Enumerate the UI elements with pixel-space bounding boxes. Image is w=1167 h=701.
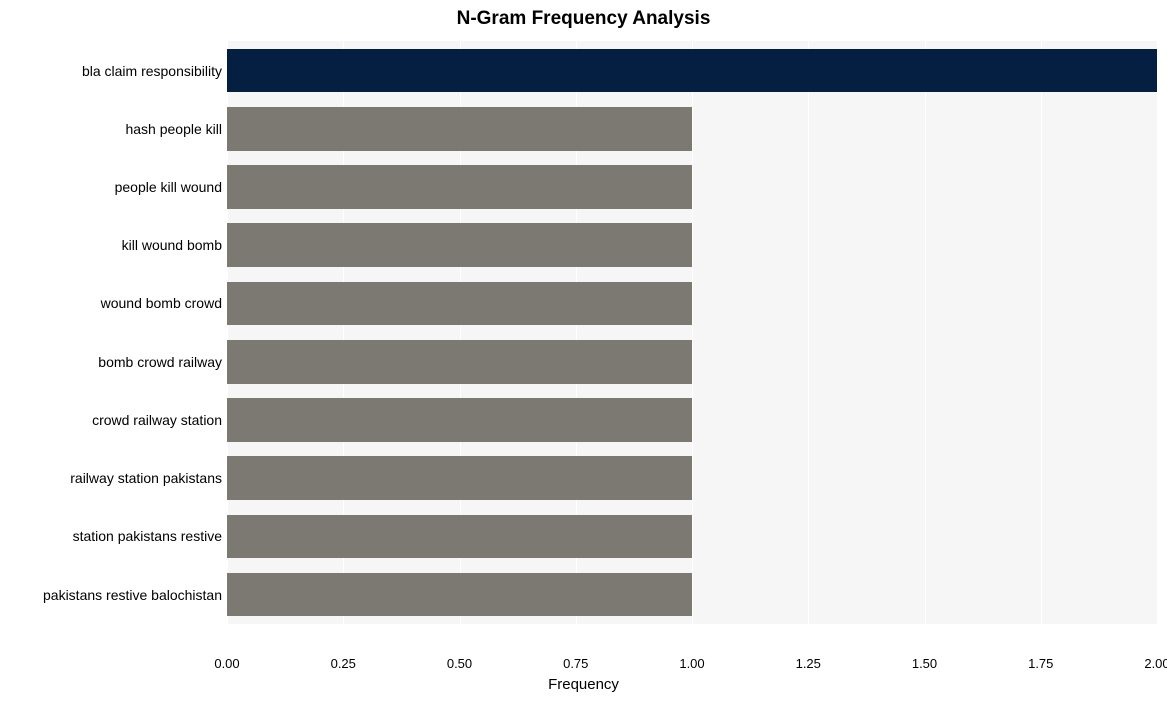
gridline-vertical — [1041, 35, 1042, 648]
bar — [227, 223, 692, 267]
bar — [227, 165, 692, 209]
x-tick-label: 0.00 — [214, 656, 239, 671]
x-tick-label: 1.25 — [796, 656, 821, 671]
bar — [227, 282, 692, 326]
gridline-vertical — [808, 35, 809, 648]
bar — [227, 398, 692, 442]
y-tick-label: station pakistans restive — [73, 528, 222, 544]
plot-area — [227, 35, 1157, 648]
gridline-vertical — [1157, 35, 1158, 648]
y-tick-label: wound bomb crowd — [101, 295, 222, 311]
bar — [227, 515, 692, 559]
gridline-vertical — [925, 35, 926, 648]
gridline-vertical — [692, 35, 693, 648]
bar — [227, 456, 692, 500]
bar — [227, 107, 692, 151]
y-tick-label: kill wound bomb — [122, 237, 222, 253]
x-tick-label: 1.00 — [679, 656, 704, 671]
x-tick-label: 1.75 — [1028, 656, 1053, 671]
x-tick-label: 0.75 — [563, 656, 588, 671]
y-tick-label: hash people kill — [125, 121, 222, 137]
y-tick-label: bla claim responsibility — [82, 63, 222, 79]
y-tick-label: pakistans restive balochistan — [43, 587, 222, 603]
ngram-frequency-chart: N-Gram Frequency Analysis Frequency 0.00… — [0, 0, 1167, 701]
y-tick-label: people kill wound — [115, 179, 222, 195]
x-tick-label: 1.50 — [912, 656, 937, 671]
chart-title: N-Gram Frequency Analysis — [0, 8, 1167, 30]
x-tick-label: 0.50 — [447, 656, 472, 671]
x-tick-label: 2.00 — [1144, 656, 1167, 671]
x-axis-label: Frequency — [0, 676, 1167, 693]
y-tick-label: railway station pakistans — [70, 470, 222, 486]
bar — [227, 340, 692, 384]
y-tick-label: crowd railway station — [92, 412, 222, 428]
x-tick-label: 0.25 — [331, 656, 356, 671]
y-tick-label: bomb crowd railway — [98, 354, 222, 370]
bar — [227, 573, 692, 617]
bar — [227, 49, 1157, 93]
